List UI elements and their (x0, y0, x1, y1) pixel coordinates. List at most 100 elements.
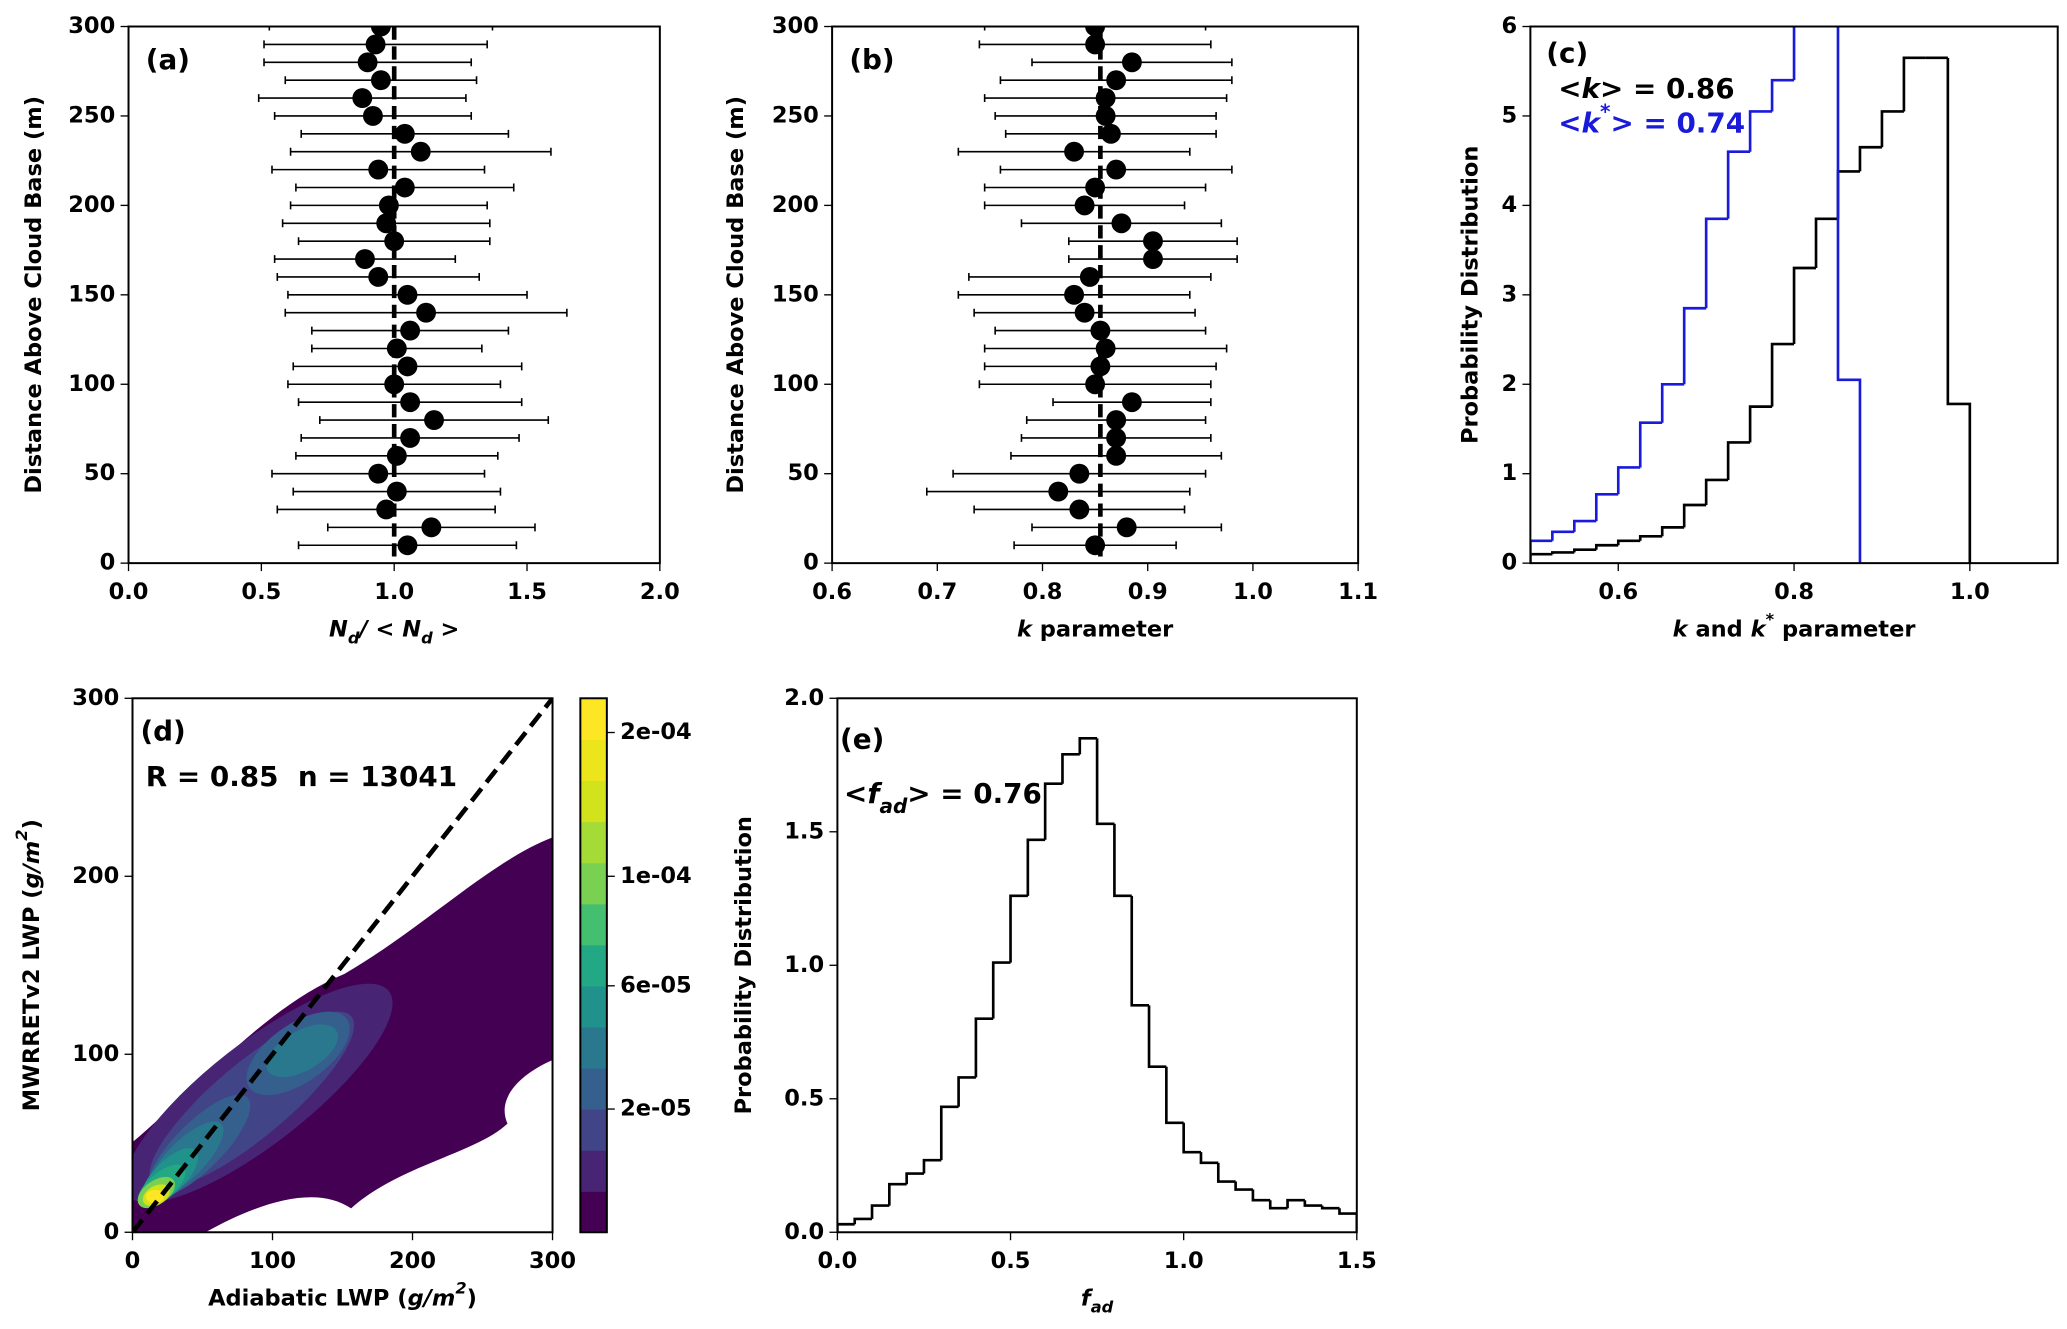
histogram-step (1726, 441, 1751, 480)
density-contour (266, 1024, 338, 1078)
x-tick-label: 0.6 (1598, 579, 1638, 605)
annotation: <k> = 0.86 (1558, 72, 1734, 105)
histogram-step (1182, 1122, 1201, 1154)
data-point (1106, 70, 1127, 91)
text-part: g/m (408, 1285, 456, 1311)
data-point (1048, 481, 1069, 502)
y-tick-label: 1 (1501, 460, 1517, 486)
colorbar-band (580, 698, 607, 741)
data-point (424, 410, 444, 430)
text-part: ad (879, 794, 908, 818)
data-point (1143, 249, 1163, 269)
colorbar-tick-label: 2e-04 (620, 719, 692, 745)
data-point (365, 34, 386, 55)
colorbar-band (580, 780, 607, 823)
histogram-step (1638, 421, 1663, 468)
text-part: k (1017, 616, 1034, 642)
histogram-step (1147, 1005, 1167, 1069)
data-point (368, 159, 389, 180)
data-point (1095, 338, 1116, 359)
histogram-step (870, 1204, 890, 1219)
x-tick-label: 0.8 (1774, 579, 1814, 605)
x-tick-label: 1.1 (1338, 579, 1378, 605)
annotation: R = 0.85 n = 13041 (146, 760, 457, 793)
y-tick-label: 0 (803, 550, 819, 576)
y-tick-label: 0.0 (784, 1219, 824, 1245)
data-point (1090, 320, 1111, 341)
histogram-step (1880, 110, 1904, 148)
data-point (1064, 141, 1085, 162)
annotation: <k*> = 0.74 (1558, 99, 1745, 140)
x-axis-label: Adiabatic LWP (g/m2) (208, 1279, 477, 1312)
histogram-step (1682, 306, 1707, 385)
colorbar-tick-label: 1e-04 (620, 863, 692, 889)
colorbar-band (580, 985, 607, 1028)
histogram-step (905, 1172, 924, 1185)
text-part: ad (1091, 1298, 1114, 1317)
y-tick-label: 50 (84, 460, 115, 486)
data-point (1106, 159, 1127, 180)
colorbar-band (580, 1067, 607, 1110)
data-point (370, 26, 391, 37)
text-part: k (1673, 616, 1690, 642)
histogram-step (1682, 503, 1707, 528)
x-tick-label: 0.5 (241, 579, 281, 605)
data-point (378, 195, 399, 216)
data-point (400, 320, 421, 341)
histogram-step (1043, 782, 1063, 840)
text-part: < (844, 777, 867, 810)
y-axis-label: MWRRETv2 LWP (g/m2) (12, 819, 44, 1111)
histogram-step (1638, 534, 1663, 541)
y-axis-label: Probability Distribution (1457, 146, 1483, 444)
x-tick-label: 0.0 (109, 579, 149, 605)
text-part: ) (18, 819, 44, 829)
data-point (1106, 427, 1127, 448)
x-axis-label: fad (1081, 1285, 1114, 1317)
data-point (1085, 34, 1106, 55)
data-point (410, 141, 431, 162)
x-tick-label: 1.0 (374, 579, 414, 605)
y-tick-label: 0 (100, 550, 116, 576)
plot-area (837, 737, 1357, 1233)
x-tick-label: 1.0 (1233, 579, 1273, 605)
data-point (1100, 123, 1121, 144)
data-point (394, 177, 415, 198)
density-contours (132, 837, 553, 1233)
plot-area (132, 698, 553, 1233)
y-tick-label: 200 (68, 192, 115, 218)
data-point (397, 535, 418, 556)
y-tick-label: 250 (772, 102, 819, 128)
y-tick-label: 1.0 (784, 952, 824, 978)
text-part: > = 0.74 (1610, 107, 1745, 140)
histogram-step (991, 961, 1011, 1019)
data-point (352, 88, 373, 108)
data-point (386, 338, 407, 359)
histogram-step (1268, 1200, 1288, 1210)
x-axis-label: k parameter (1017, 616, 1174, 642)
text-part: ) (467, 1285, 477, 1311)
text-part: > = 0.76 (907, 777, 1042, 810)
y-tick-label: 200 (772, 192, 819, 218)
data-point (397, 284, 418, 305)
text-part: Adiabatic LWP ( (208, 1285, 407, 1311)
histogram-step (1199, 1152, 1219, 1165)
y-tick-label: 6 (1501, 13, 1517, 39)
data-point (1085, 26, 1106, 37)
text-part: > (433, 616, 460, 642)
histogram-step (1748, 405, 1773, 443)
colorbar-band (580, 1191, 607, 1233)
histogram-step (1814, 217, 1839, 268)
y-tick-label: 1.5 (784, 818, 824, 844)
y-axis-label: Distance Above Cloud Base (m) (723, 96, 749, 494)
histogram-step (1616, 466, 1641, 495)
data-point (1085, 177, 1106, 198)
histogram-step (1836, 170, 1860, 219)
data-point (1095, 106, 1116, 126)
histogram-step (974, 1017, 994, 1078)
text-part: d (348, 628, 360, 647)
text-part: parameter (1774, 616, 1916, 642)
data-point (1074, 195, 1095, 216)
histogram-step (1660, 526, 1685, 537)
histogram-step (1594, 543, 1619, 550)
